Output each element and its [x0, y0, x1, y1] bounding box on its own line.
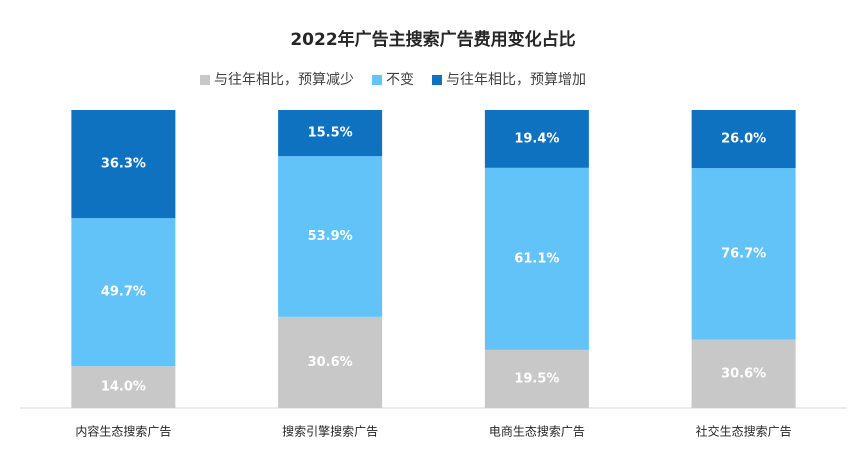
value-label: 19.4% [514, 131, 559, 146]
value-label: 14.0% [101, 380, 146, 395]
legend-swatch [372, 75, 382, 85]
legend-swatch [432, 75, 442, 85]
legend-swatch [200, 75, 210, 85]
bar-segment [71, 218, 176, 367]
value-label: 26.0% [721, 132, 766, 147]
x-tick-label: 电商生态搜索广告 [489, 424, 585, 439]
bar-segment [71, 110, 176, 219]
value-label: 15.5% [308, 126, 353, 141]
chart-title: 2022年广告主搜索广告费用变化占比 [290, 29, 575, 50]
bar-segment [278, 156, 383, 317]
value-label: 30.6% [308, 355, 353, 370]
legend-label: 不变 [386, 72, 414, 88]
x-tick-label: 社交生态搜索广告 [696, 424, 792, 439]
value-label: 53.9% [308, 229, 353, 244]
x-tick-label: 搜索引擎搜索广告 [282, 424, 378, 439]
value-label: 19.5% [514, 371, 559, 386]
legend-label: 与往年相比，预算减少 [214, 72, 354, 88]
value-label: 61.1% [514, 251, 559, 266]
value-label: 36.3% [101, 157, 146, 172]
bar-segment [691, 110, 796, 169]
legend-label: 与往年相比，预算增加 [446, 72, 586, 88]
bar-segment [484, 349, 589, 408]
value-label: 30.6% [721, 366, 766, 381]
bar-segment [691, 168, 796, 340]
bar-segment [278, 110, 383, 157]
value-label: 76.7% [721, 246, 766, 261]
x-tick-label: 内容生态搜索广告 [75, 424, 171, 439]
value-label: 49.7% [101, 285, 146, 300]
bar-segment [691, 339, 796, 408]
bar-segment [71, 366, 176, 408]
bar-segment [484, 110, 589, 168]
bar-segment [278, 316, 383, 408]
bar-segment [484, 167, 589, 350]
